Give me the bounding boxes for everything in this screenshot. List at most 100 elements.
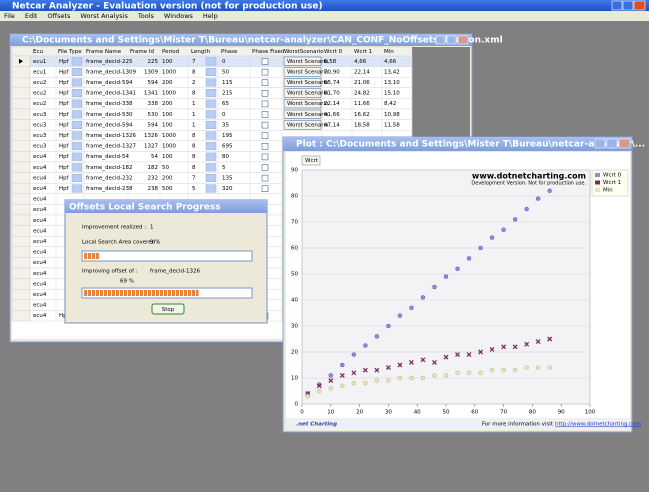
tab[interactable] bbox=[301, 155, 321, 166]
scenario-button[interactable] bbox=[283, 88, 322, 98]
checkbox[interactable] bbox=[261, 68, 269, 76]
area-label: Local Search Area covered : bbox=[82, 240, 159, 246]
point bbox=[547, 336, 553, 342]
cell: 530 bbox=[148, 112, 159, 118]
scenario-button[interactable] bbox=[283, 109, 322, 119]
dropdown[interactable] bbox=[205, 89, 217, 98]
dropdown[interactable] bbox=[205, 163, 217, 172]
dropdown[interactable] bbox=[71, 78, 83, 87]
maximize-button[interactable] bbox=[622, 0, 634, 11]
checkbox[interactable] bbox=[261, 143, 269, 150]
dropdown[interactable] bbox=[71, 120, 83, 129]
checkbox[interactable] bbox=[261, 132, 269, 139]
point bbox=[489, 235, 495, 240]
dropdown[interactable] bbox=[71, 152, 83, 161]
row-header bbox=[11, 235, 31, 247]
cell: 100 bbox=[162, 112, 173, 118]
point bbox=[535, 196, 541, 201]
dropdown[interactable] bbox=[71, 131, 83, 140]
x-tick-label: 100 bbox=[585, 410, 596, 416]
dropdown[interactable] bbox=[205, 78, 217, 87]
checkbox[interactable] bbox=[261, 153, 269, 161]
menu-item[interactable]: Worst Analysis bbox=[80, 12, 128, 20]
close-button[interactable] bbox=[457, 35, 469, 45]
cell: 8 bbox=[192, 91, 196, 97]
cell: 4,66 bbox=[384, 59, 397, 65]
scenario-button[interactable] bbox=[283, 120, 322, 130]
minimize-button[interactable] bbox=[435, 35, 446, 45]
menu-item[interactable]: File bbox=[4, 12, 15, 20]
dropdown[interactable] bbox=[71, 89, 83, 98]
cell: Hpf bbox=[59, 175, 70, 181]
menu-item[interactable]: Windows bbox=[164, 12, 194, 20]
dropdown[interactable] bbox=[205, 110, 217, 119]
dropdown[interactable] bbox=[71, 142, 83, 151]
dropdown[interactable] bbox=[205, 57, 217, 66]
dropdown[interactable] bbox=[205, 152, 217, 161]
x-tick-label: 60 bbox=[471, 410, 478, 416]
dropdown[interactable] bbox=[205, 99, 217, 108]
scenario-button[interactable] bbox=[283, 77, 322, 87]
point bbox=[420, 357, 426, 363]
point bbox=[535, 365, 541, 370]
maximize-button[interactable] bbox=[446, 35, 457, 45]
checkbox[interactable] bbox=[261, 164, 269, 171]
dropdown[interactable] bbox=[71, 173, 83, 182]
minimize-button[interactable] bbox=[611, 0, 623, 11]
cell: frame_decid-338 bbox=[86, 101, 133, 107]
menu: File Edit Offsets Worst Analysis Tools Window… bbox=[4, 12, 218, 20]
close-button[interactable] bbox=[618, 138, 631, 149]
point bbox=[316, 383, 322, 389]
scenario-button[interactable] bbox=[283, 56, 322, 66]
close-button[interactable] bbox=[633, 0, 646, 11]
cell: ecu4 bbox=[33, 186, 47, 192]
scenario-button[interactable] bbox=[283, 67, 322, 77]
dropdown[interactable] bbox=[205, 131, 217, 140]
cell: 22,14 bbox=[354, 69, 370, 75]
checkbox[interactable] bbox=[261, 111, 269, 118]
menu-item[interactable]: Tools bbox=[137, 12, 155, 20]
row-pointer bbox=[19, 58, 23, 64]
dropdown[interactable] bbox=[71, 184, 83, 193]
footer-link[interactable]: http://www.dotnetcharting.com bbox=[555, 422, 641, 428]
dropdown[interactable] bbox=[71, 99, 83, 108]
point bbox=[328, 378, 334, 384]
cell: frame_decid-182 bbox=[86, 165, 132, 171]
menu-item[interactable]: Offsets bbox=[47, 12, 71, 20]
checkbox[interactable] bbox=[261, 185, 269, 192]
dropdown[interactable] bbox=[71, 163, 83, 172]
checkbox[interactable] bbox=[261, 58, 269, 65]
checkbox[interactable] bbox=[261, 90, 269, 97]
column-header: Phase Fixed bbox=[252, 49, 284, 55]
cell: 238 bbox=[148, 186, 159, 192]
point bbox=[374, 367, 380, 373]
stop-button[interactable] bbox=[151, 303, 185, 315]
cell: frame_decid-1327 bbox=[86, 144, 136, 150]
dropdown[interactable] bbox=[205, 142, 217, 151]
checkbox[interactable] bbox=[261, 79, 269, 86]
cell: ecu4 bbox=[33, 207, 47, 213]
cell: 7 bbox=[192, 175, 196, 181]
point bbox=[443, 354, 449, 360]
column-header: Min bbox=[384, 49, 394, 55]
dropdown[interactable] bbox=[71, 110, 83, 119]
dropdown[interactable] bbox=[205, 173, 217, 182]
cell: ecu2 bbox=[33, 101, 46, 107]
menu-item[interactable]: Help bbox=[203, 12, 218, 20]
y-tick-label: 50 bbox=[291, 272, 298, 278]
minimize-button[interactable] bbox=[594, 138, 606, 149]
dropdown[interactable] bbox=[205, 184, 217, 193]
dropdown[interactable] bbox=[71, 57, 83, 66]
dropdown[interactable] bbox=[71, 67, 83, 76]
scenario-button[interactable] bbox=[283, 99, 322, 109]
progress-dialog: Offsets Local Search Progress Improvemen… bbox=[64, 199, 268, 324]
logo: .net Charting bbox=[296, 422, 337, 428]
checkbox[interactable] bbox=[261, 100, 269, 108]
cell: 232 bbox=[148, 175, 159, 181]
dropdown[interactable] bbox=[205, 67, 217, 76]
checkbox[interactable] bbox=[261, 174, 269, 182]
menu-item[interactable]: Edit bbox=[25, 12, 38, 20]
checkbox[interactable] bbox=[261, 121, 269, 129]
maximize-button[interactable] bbox=[606, 138, 618, 149]
dropdown[interactable] bbox=[205, 120, 217, 129]
